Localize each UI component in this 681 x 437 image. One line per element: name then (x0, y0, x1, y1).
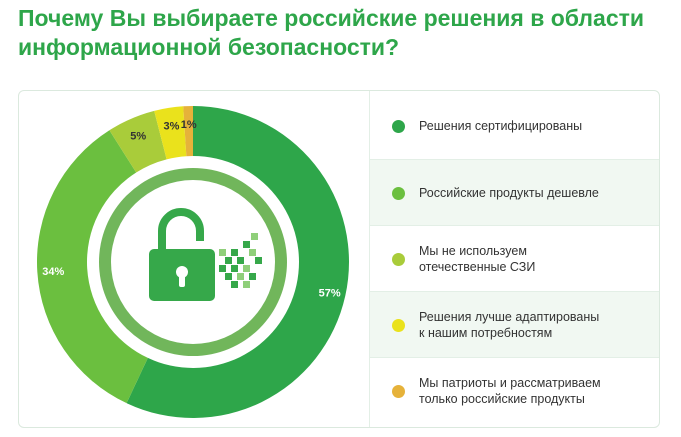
pixel-block (243, 265, 250, 272)
legend-item-patriots: Мы патриоты и рассматриваем только росси… (370, 357, 659, 424)
legend-marker (392, 119, 405, 133)
chart-card: 57% 34% 5% 3% 1% Решения сертифицированы Росс… (18, 90, 660, 428)
legend-label: Российские продукты дешевле (419, 186, 599, 200)
donut-chart-area: 57% 34% 5% 3% 1% (19, 91, 369, 427)
value-label-cheaper: 34% (42, 266, 64, 278)
slice-cheaper (36, 130, 148, 404)
pixel-block (225, 257, 232, 264)
slice-adapted (154, 106, 187, 160)
pixel-block (231, 265, 238, 272)
pixel-block (251, 233, 258, 240)
pixel-block (219, 249, 226, 256)
pixel-block (225, 273, 232, 280)
legend-item-certified: Решения сертифицированы (370, 93, 659, 159)
legend-marker (392, 318, 405, 332)
slice-not-used (109, 110, 167, 173)
legend-marker (392, 186, 405, 200)
slice-patriots (183, 106, 193, 157)
pixel-block (237, 273, 244, 280)
legend-label: Мы патриоты и рассматриваем только росси… (419, 376, 601, 406)
open-padlock-icon (149, 208, 262, 301)
value-label-certified: 57% (319, 288, 341, 300)
chart-legend: Решения сертифицированы Российские продук… (369, 91, 659, 427)
legend-item-cheaper: Российские продукты дешевле (370, 159, 659, 226)
pixel-block (231, 281, 238, 288)
legend-item-not-used: Мы не используем отечественные СЗИ (370, 225, 659, 292)
pixel-block (219, 265, 226, 272)
pixel-block (243, 241, 250, 248)
legend-item-adapted: Решения лучше адаптированы к нашим потре… (370, 291, 659, 358)
donut-chart: 57% 34% 5% 3% 1% (36, 106, 350, 418)
pixel-block (237, 257, 244, 264)
pixel-block (249, 249, 256, 256)
value-label-adapted: 3% (163, 121, 179, 133)
pixel-block (231, 249, 238, 256)
pixel-block (249, 273, 256, 280)
legend-marker (392, 384, 405, 398)
legend-marker (392, 252, 405, 266)
page-title: Почему Вы выбираете российские решения в… (18, 5, 645, 60)
legend-label: Мы не используем отечественные СЗИ (419, 244, 536, 274)
legend-label: Решения лучше адаптированы к нашим потре… (419, 310, 600, 340)
value-label-patriots: 1% (181, 119, 197, 131)
pixel-block (243, 281, 250, 288)
slice-certified (126, 106, 350, 418)
pixel-block (255, 257, 262, 264)
legend-label: Решения сертифицированы (419, 119, 583, 133)
value-label-not-used: 5% (130, 130, 146, 142)
